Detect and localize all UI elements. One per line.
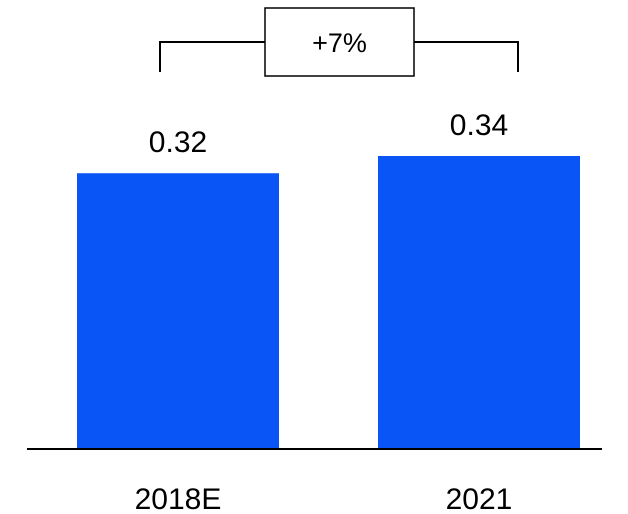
data-label-2021: 0.34 — [450, 109, 508, 142]
data-labels-group: 0.32 0.34 — [149, 109, 508, 159]
bar-2018e — [77, 173, 279, 449]
bar-2021 — [378, 156, 580, 449]
bracket-left-arm — [159, 41, 265, 72]
category-labels-group: 2018E 2021 — [135, 483, 513, 514]
growth-box — [264, 7, 415, 77]
data-label-2018e: 0.32 — [149, 126, 207, 159]
category-label-2018e: 2018E — [135, 483, 222, 514]
growth-label: +7% — [312, 28, 367, 58]
bars-group — [77, 156, 580, 449]
growth-bracket: +7% — [159, 7, 519, 77]
bracket-right-arm — [414, 41, 519, 72]
category-label-2021: 2021 — [446, 483, 513, 514]
